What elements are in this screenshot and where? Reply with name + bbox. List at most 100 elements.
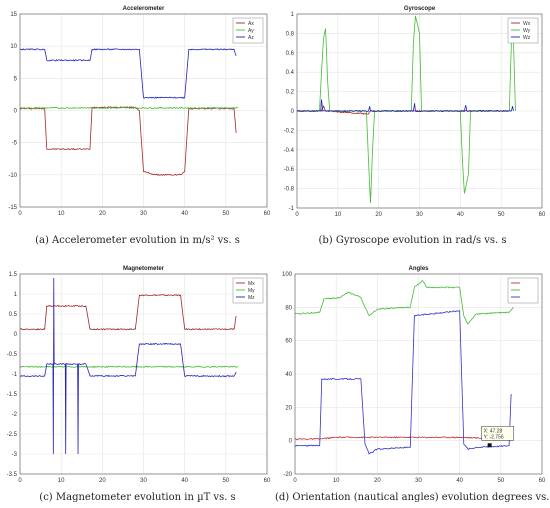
- y-tick-label: 0: [14, 332, 18, 338]
- x-tick-label: 30: [140, 211, 147, 217]
- x-tick-label: 10: [334, 212, 341, 218]
- accelerometer-chart: 0 10 20 30 40 50 60 -15 -10 -5 0 5 10 15 Accelerometer…: [0, 0, 275, 235]
- y-tick-label: 5: [14, 76, 18, 82]
- gyroscope-chart: 0 10 20 30 40 50 60 -1 -0.8 -0.6 -0.4 -0.2 0 0.2 0.4 0.…: [275, 0, 550, 235]
- legend-label: Ay: [248, 28, 254, 34]
- y-tick-label: 1: [14, 292, 18, 298]
- legend-label: Mx: [248, 281, 255, 287]
- x-tick-label: 0: [293, 478, 297, 484]
- legend-label: Wx: [523, 21, 531, 27]
- chart-title: Accelerometer: [123, 6, 165, 12]
- chart-title: Magnetometer: [123, 266, 165, 272]
- x-tick-label: 20: [99, 478, 106, 484]
- caption-a: (a) Accelerometer evolution in m/s² vs. …: [35, 235, 240, 246]
- datatip-box: [481, 426, 514, 441]
- series-line-my: [19, 365, 239, 368]
- y-tick-label: 20: [285, 405, 292, 411]
- x-tick-label: 40: [181, 211, 188, 217]
- y-tick-label: -10: [8, 173, 17, 179]
- legend-box: [232, 17, 264, 44]
- y-tick-label: 0: [289, 439, 293, 445]
- y-tick-label: -1: [289, 206, 295, 212]
- y-tick-label: -5: [12, 141, 18, 147]
- y-tick-label: -20: [283, 472, 292, 478]
- legend-box: [507, 277, 539, 304]
- y-tick-label: 1: [291, 12, 295, 18]
- legend-label: Wz: [523, 35, 531, 41]
- x-tick-label: 60: [264, 211, 271, 217]
- x-tick-label: 60: [539, 478, 546, 484]
- series-line-s1: [294, 280, 514, 325]
- y-tick-label: -0.4: [284, 148, 295, 154]
- y-tick-label: 0.8: [286, 31, 295, 37]
- y-tick-label: 15: [10, 12, 17, 18]
- y-tick-label: -0.8: [284, 187, 295, 193]
- series-line-az: [19, 48, 237, 99]
- y-tick-label: 80: [285, 305, 292, 311]
- x-tick-label: 10: [333, 478, 340, 484]
- x-tick-label: 60: [264, 478, 271, 484]
- axes-frame: [296, 13, 543, 209]
- y-tick-label: -0.5: [7, 352, 18, 358]
- y-tick-label: -1: [12, 372, 18, 378]
- y-tick-label: 100: [282, 272, 293, 278]
- x-tick-label: 50: [222, 211, 229, 217]
- caption-b: (b) Gyroscope evolution in rad/s vs. s: [318, 235, 507, 246]
- caption-d: (d) Orientation (nautical angles) evolut…: [275, 492, 550, 503]
- x-tick-label: 40: [181, 478, 188, 484]
- y-tick-label: -3.5: [7, 472, 18, 478]
- x-tick-label: 30: [140, 478, 147, 484]
- legend-label: Mz: [248, 295, 255, 301]
- x-tick-label: 50: [497, 478, 504, 484]
- y-tick-label: -3: [12, 452, 18, 458]
- legend-box: [507, 17, 539, 44]
- series-line-mx: [19, 294, 237, 331]
- legend-box: [232, 277, 264, 304]
- x-tick-label: 40: [457, 212, 464, 218]
- y-tick-label: -2.5: [7, 432, 18, 438]
- datatip-y: Y: -2.756: [484, 434, 504, 440]
- legend-label: Wy: [523, 28, 531, 34]
- x-tick-label: 10: [58, 211, 65, 217]
- series-line-wz: [296, 99, 514, 113]
- y-tick-label: 0.5: [9, 312, 18, 318]
- x-tick-label: 20: [374, 478, 381, 484]
- x-tick-label: 0: [295, 212, 299, 218]
- x-tick-label: 30: [416, 212, 423, 218]
- x-tick-label: 20: [375, 212, 382, 218]
- y-tick-label: 0.6: [286, 51, 295, 57]
- caption-c: (c) Magnetometer evolution in µT vs. s: [39, 492, 236, 503]
- axes-frame: [19, 273, 268, 475]
- y-tick-label: 40: [285, 372, 292, 378]
- series-line-mz: [19, 277, 237, 455]
- x-tick-label: 0: [18, 478, 22, 484]
- magnetometer-chart: 0 10 20 30 40 50 60 -3.5 -3 -2.5 -2 -1.5 -1 -0.5 0 0.5 1…: [0, 262, 275, 492]
- x-tick-label: 0: [18, 211, 22, 217]
- legend-label: Ax: [248, 21, 254, 27]
- x-tick-label: 50: [498, 212, 505, 218]
- axes-frame: [294, 273, 543, 475]
- datatip-x: X: 47.28: [484, 428, 503, 434]
- y-tick-label: 1.5: [9, 272, 18, 278]
- angles-chart: 0 10 20 30 40 50 60 -20 0 20 40 60 80 100 Angles X: 47.…: [275, 262, 550, 492]
- y-tick-label: 0: [291, 109, 295, 115]
- y-tick-label: -1.5: [7, 392, 18, 398]
- y-tick-label: 0.2: [286, 90, 295, 96]
- x-tick-label: 30: [415, 478, 422, 484]
- x-tick-label: 20: [99, 211, 106, 217]
- y-tick-label: 0.4: [286, 70, 295, 76]
- series-line-s2: [294, 310, 512, 455]
- y-tick-label: -0.6: [284, 167, 295, 173]
- legend-label: Az: [248, 35, 254, 41]
- y-tick-label: 0: [14, 109, 18, 115]
- datatip-marker: [487, 443, 492, 448]
- chart-title: Angles: [408, 266, 429, 272]
- x-tick-label: 50: [222, 478, 229, 484]
- x-tick-label: 60: [539, 212, 546, 218]
- y-tick-label: -0.2: [284, 128, 295, 134]
- x-tick-label: 40: [456, 478, 463, 484]
- y-tick-label: -2: [12, 412, 18, 418]
- y-tick-label: 60: [285, 339, 292, 345]
- series-line-s0: [294, 436, 510, 441]
- legend-label: My: [248, 288, 255, 294]
